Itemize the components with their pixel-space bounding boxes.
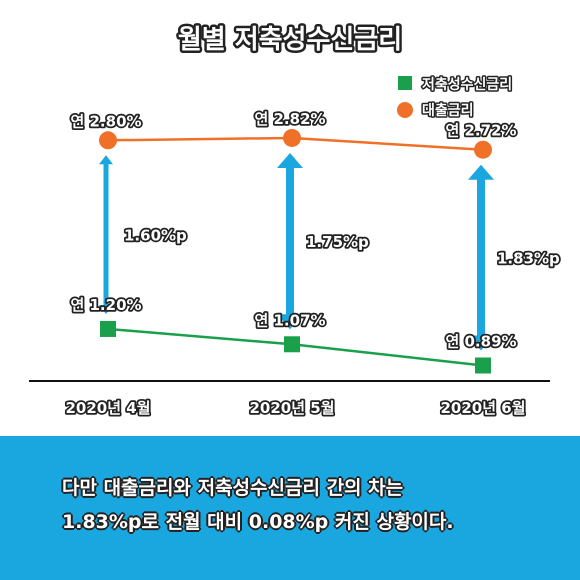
gap-label-1: 1.60%p <box>124 227 187 245</box>
legend-marker-savings <box>398 76 412 90</box>
caption: 다만 대출금리와 저축성수신금리 간의 차는 1.83%p로 전월 대비 0.0… <box>62 471 562 539</box>
x-tick-labels: 2020년 4월 2020년 5월 2020년 6월 <box>64 397 528 419</box>
gap-arrow-shaft-1 <box>103 163 109 306</box>
legend-label-savings: 저축성수신금리 <box>422 77 512 93</box>
savings-value-label-1: 연 1.20% <box>70 296 141 314</box>
legend-label-loan: 대출금리 <box>422 102 474 119</box>
loan-value-label-2: 연 2.82% <box>254 110 325 128</box>
gap-label-2: 1.75%p <box>306 233 369 251</box>
series-lines <box>107 136 484 367</box>
gap-arrow-head-up-3 <box>468 164 494 180</box>
loan-marker-2 <box>283 128 301 147</box>
x-tick-label-2: 2020년 5월 <box>249 399 334 417</box>
gap-label-3: 1.83%p <box>497 250 560 268</box>
gap-arrows <box>99 152 494 351</box>
loan-value-label-3: 연 2.72% <box>445 122 516 140</box>
loan-marker-1 <box>99 131 117 150</box>
caption-line-1: 다만 대출금리와 저축성수신금리 간의 차는 <box>62 477 404 499</box>
data-labels: 1.60%p 1.75%p 1.83%p 연 2.80% 연 2.82% 연 2.72% 연… <box>69 108 562 352</box>
gap-arrow-head-down-1 <box>99 304 113 314</box>
gap-arrow-head-down-2 <box>277 314 303 330</box>
gap-arrow-head-up-1 <box>99 155 113 165</box>
series-markers <box>99 128 492 374</box>
caption-line-2: 1.83%p로 전월 대비 0.08%p 커진 상황이다. <box>62 511 454 533</box>
gap-arrow-head-down-3 <box>468 335 494 351</box>
x-tick-label-1: 2020년 4월 <box>65 399 150 417</box>
rate-chart: 월별 저축성수신금리 저축성수신금리 대출금리 1.60%p 1.75%p 1.83… <box>29 23 562 419</box>
savings-marker-3 <box>475 357 491 374</box>
caption-banner <box>0 436 580 580</box>
savings-marker-1 <box>100 320 116 337</box>
chart-title: 월별 저축성수신금리 <box>178 25 402 55</box>
loan-marker-3 <box>474 140 492 159</box>
gap-arrow-head-up-2 <box>277 152 303 168</box>
legend-marker-loan <box>397 102 413 118</box>
gap-arrow-shaft-2 <box>286 166 294 316</box>
gap-arrow-shaft-3 <box>477 178 485 337</box>
savings-value-label-3: 연 0.89% <box>445 333 516 351</box>
savings-value-label-2: 연 1.07% <box>254 311 325 329</box>
x-tick-label-3: 2020년 6월 <box>440 399 525 417</box>
loan-value-label-1: 연 2.80% <box>70 112 141 130</box>
savings-marker-2 <box>284 336 300 353</box>
legend: 저축성수신금리 대출금리 <box>397 76 514 121</box>
